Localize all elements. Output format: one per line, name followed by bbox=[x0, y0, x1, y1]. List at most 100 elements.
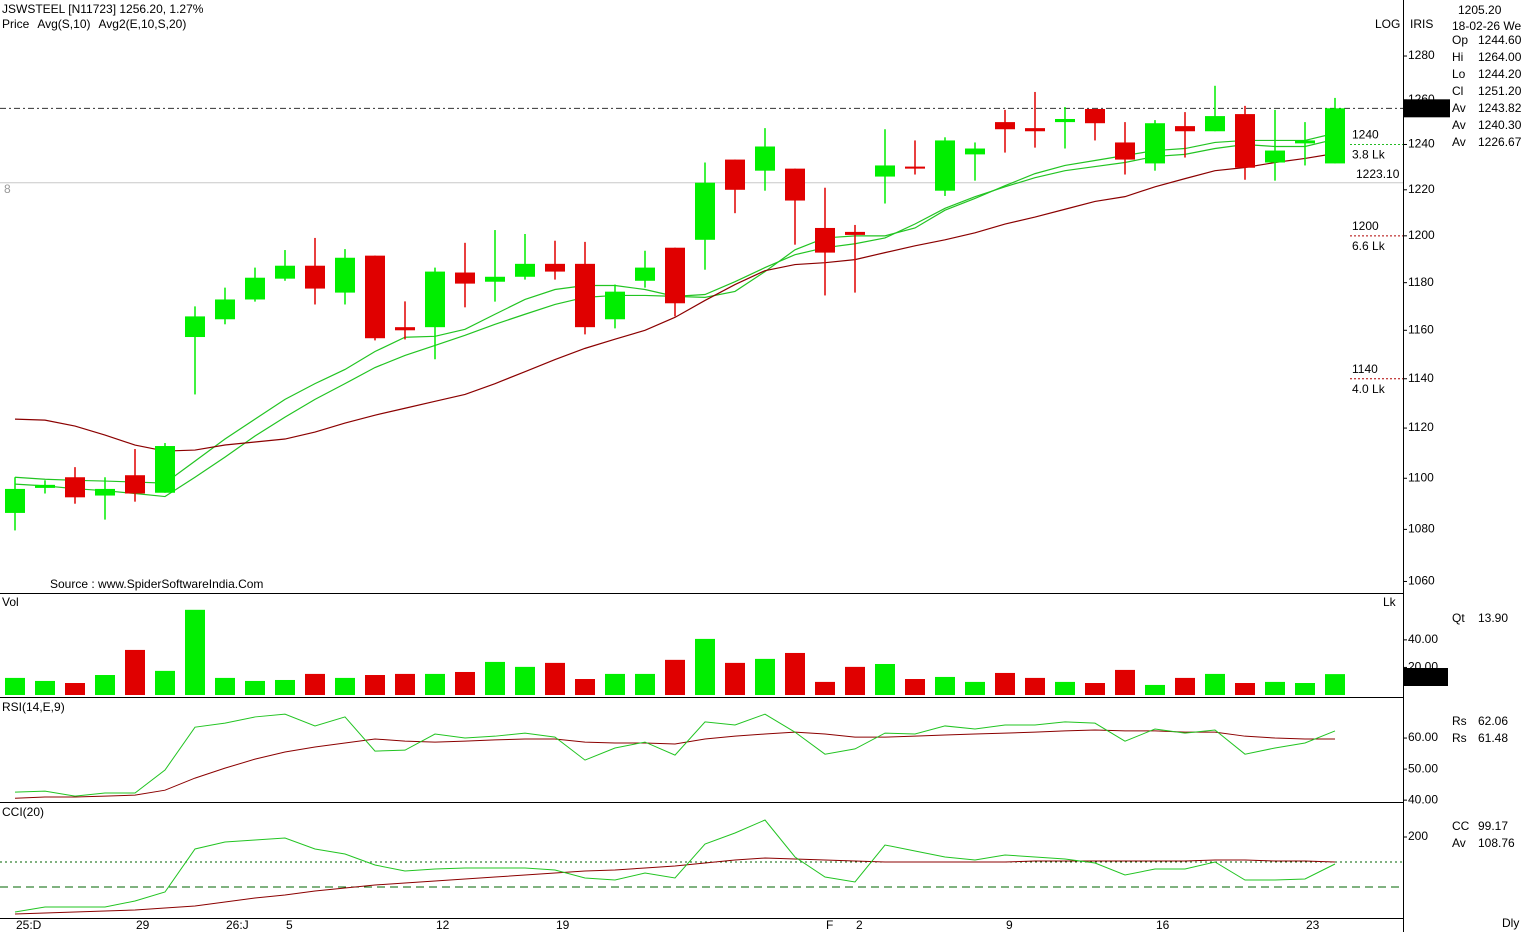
frame bbox=[0, 0, 1404, 932]
candle-body bbox=[1145, 123, 1165, 164]
candle-body bbox=[635, 267, 655, 281]
readout-value: 61.48 bbox=[1478, 731, 1508, 745]
volume-bar bbox=[1295, 683, 1315, 695]
volume-bar bbox=[665, 659, 685, 695]
volume-bar bbox=[305, 673, 325, 695]
candle-body bbox=[155, 446, 175, 493]
x-tick-label: 19 bbox=[556, 918, 570, 932]
volume-bar bbox=[35, 680, 55, 695]
readout-label: Qt bbox=[1452, 611, 1465, 625]
candle-body bbox=[185, 316, 205, 338]
candle-body bbox=[35, 484, 55, 488]
candle-body bbox=[1025, 128, 1045, 132]
readout-label: Av bbox=[1452, 101, 1466, 115]
readout-label: Av bbox=[1452, 836, 1466, 850]
volume-bar bbox=[125, 649, 145, 695]
value-box-label: 15.15 bbox=[1407, 669, 1437, 683]
panel-title: RSI(14,E,9) bbox=[2, 700, 65, 714]
volume-bar bbox=[875, 663, 895, 695]
y-tick-label: 40.00 bbox=[1408, 792, 1438, 806]
candle-body bbox=[605, 291, 625, 320]
volume-bar bbox=[515, 666, 535, 695]
volume-bar bbox=[995, 672, 1015, 695]
y-tick-label: 1220 bbox=[1408, 182, 1435, 196]
volume-bar bbox=[1205, 673, 1225, 695]
candle-body bbox=[845, 231, 865, 235]
candle-body bbox=[215, 299, 235, 320]
last-price-box bbox=[1404, 99, 1450, 118]
volume-bar bbox=[1025, 677, 1045, 695]
candle-body bbox=[485, 276, 505, 282]
candle-body bbox=[1115, 142, 1135, 160]
candle-body bbox=[785, 168, 805, 201]
indicator-line bbox=[14, 819, 1336, 913]
candle-body bbox=[995, 122, 1015, 130]
candle-body bbox=[365, 255, 385, 339]
level-price: 1240 bbox=[1352, 128, 1379, 142]
volume-bar bbox=[575, 679, 595, 695]
volume-bar bbox=[365, 675, 385, 695]
level-price: 1200 bbox=[1352, 219, 1379, 233]
candle-body bbox=[305, 265, 325, 289]
x-tick-label: 2 bbox=[856, 918, 863, 932]
y-tick-label: 1100 bbox=[1408, 470, 1434, 484]
candle-body bbox=[665, 247, 685, 304]
y-tick-label: 40.00 bbox=[1408, 632, 1438, 646]
panel-title: CCI(20) bbox=[2, 805, 44, 819]
volume-bar bbox=[725, 662, 745, 695]
y-tick-label: 1060 bbox=[1408, 574, 1435, 588]
x-tick-label: 12 bbox=[436, 918, 450, 932]
readout-label: Hi bbox=[1452, 50, 1463, 64]
volume-bar bbox=[1325, 674, 1345, 695]
candle-body bbox=[755, 146, 775, 171]
readout-label: Lo bbox=[1452, 67, 1466, 81]
readout-label: Rs bbox=[1452, 714, 1467, 728]
candle-body bbox=[875, 165, 895, 177]
y-tick-label: 1240 bbox=[1408, 137, 1435, 151]
candle-body bbox=[455, 272, 475, 284]
level-price: 1140 bbox=[1352, 362, 1378, 376]
y-tick-label: 1080 bbox=[1408, 522, 1435, 536]
candle-body bbox=[905, 166, 925, 169]
readout-value: 1244.20 bbox=[1478, 67, 1522, 81]
y-tick-label: 60.00 bbox=[1408, 730, 1438, 744]
candle-body bbox=[1205, 116, 1225, 132]
x-tick-label: 16 bbox=[1156, 918, 1170, 932]
candle-body bbox=[5, 488, 25, 513]
volume-bar bbox=[965, 681, 985, 695]
y-tick-label: 1120 bbox=[1408, 420, 1434, 434]
candle-body bbox=[815, 227, 835, 253]
volume-bar bbox=[785, 652, 805, 695]
level-volume: 6.6 Lk bbox=[1352, 239, 1386, 253]
volume-bar bbox=[1115, 669, 1135, 695]
readout-value: 13.90 bbox=[1478, 611, 1508, 625]
readout-value: 1264.00 bbox=[1478, 50, 1522, 64]
x-tick-label: F bbox=[826, 918, 833, 932]
indicator-line bbox=[14, 729, 1335, 799]
volume-bar bbox=[845, 666, 865, 695]
panel-title: Vol bbox=[2, 595, 19, 609]
y-tick-label: 50.00 bbox=[1408, 761, 1438, 775]
mode-label: IRIS bbox=[1410, 17, 1433, 31]
candle-body bbox=[1175, 126, 1195, 132]
x-tick-label: 5 bbox=[286, 918, 293, 932]
volume-bar bbox=[425, 673, 445, 695]
x-tick-label: 23 bbox=[1306, 918, 1320, 932]
candle-body bbox=[515, 263, 535, 277]
y-tick-label: 200 bbox=[1408, 829, 1428, 843]
readout-label: Av bbox=[1452, 118, 1466, 132]
volume-bar bbox=[635, 673, 655, 695]
reference-label: 1223.10 bbox=[1356, 167, 1400, 181]
left-label: 8 bbox=[4, 182, 11, 196]
candle-body bbox=[275, 265, 295, 279]
volume-bar bbox=[95, 675, 115, 695]
volume-bar bbox=[215, 677, 235, 695]
y-tick-label: 1140 bbox=[1408, 371, 1434, 385]
readout-price: 1205.20 bbox=[1458, 3, 1502, 17]
readout-value: 1240.30 bbox=[1478, 118, 1522, 132]
source: Source : www.SpiderSoftwareIndia.Com bbox=[50, 577, 263, 591]
volume-bar bbox=[185, 609, 205, 695]
readout-date: 18-02-26 We bbox=[1452, 19, 1521, 33]
